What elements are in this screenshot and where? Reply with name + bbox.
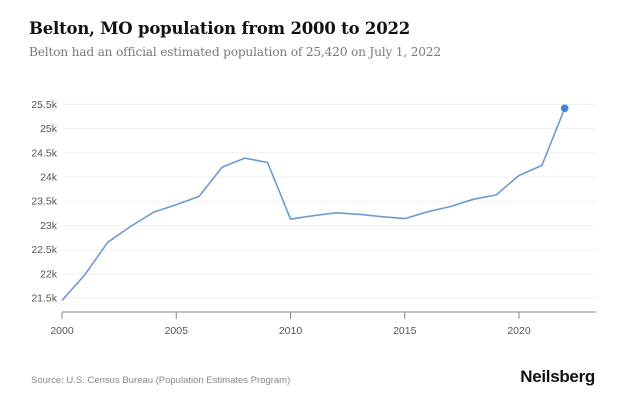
chart-title: Belton, MO population from 2000 to 2022 — [29, 19, 411, 38]
series-population — [60, 104, 569, 302]
brand-logo: Neilsberg — [520, 367, 595, 386]
y-tick-label: 24.5k — [31, 147, 57, 159]
data-point — [60, 298, 64, 302]
y-tick-label: 21.5k — [31, 293, 57, 305]
x-tick-label: 2020 — [507, 325, 531, 337]
x-tick-label: 2010 — [279, 325, 303, 337]
data-point — [289, 217, 293, 221]
data-point — [357, 212, 361, 216]
y-tick-label: 22k — [40, 268, 58, 280]
y-tick-label: 25.5k — [31, 99, 57, 111]
x-axis: 2000 2005 2010 2015 2020 — [50, 311, 596, 337]
highlight-point — [560, 104, 569, 113]
data-point — [197, 194, 201, 198]
x-tick-label: 2005 — [165, 325, 189, 337]
chart-subtitle: Belton had an official estimated populat… — [29, 45, 441, 59]
data-point — [380, 215, 384, 219]
data-point — [494, 193, 498, 197]
data-point — [266, 160, 270, 164]
data-point — [174, 203, 178, 207]
data-point — [129, 224, 133, 228]
y-tick-label: 23.5k — [31, 196, 57, 208]
data-point — [83, 273, 87, 277]
x-tick-label: 2015 — [393, 325, 417, 337]
data-point — [403, 217, 407, 221]
data-point — [334, 211, 338, 215]
data-point — [426, 210, 430, 214]
y-tick-label: 23k — [40, 220, 58, 232]
data-point — [243, 156, 247, 160]
y-tick-label: 22.5k — [31, 244, 57, 256]
y-tick-label: 25k — [40, 123, 58, 135]
data-point — [311, 214, 315, 218]
source-note: Source: U.S. Census Bureau (Population E… — [31, 375, 291, 386]
y-tick-label: 24k — [40, 172, 58, 184]
data-point — [220, 165, 224, 169]
data-point — [517, 174, 521, 178]
gridlines — [64, 103, 596, 299]
data-point — [540, 163, 544, 167]
data-point — [448, 205, 452, 209]
data-point — [471, 197, 475, 201]
series-line — [61, 108, 566, 301]
data-point — [106, 240, 110, 244]
x-tick-label: 2000 — [50, 325, 74, 337]
y-axis-ticks: 21.5k 22k 22.5k 23k 23.5k 24k 24.5k 25k 25.5k — [31, 99, 57, 305]
data-point — [151, 210, 155, 214]
